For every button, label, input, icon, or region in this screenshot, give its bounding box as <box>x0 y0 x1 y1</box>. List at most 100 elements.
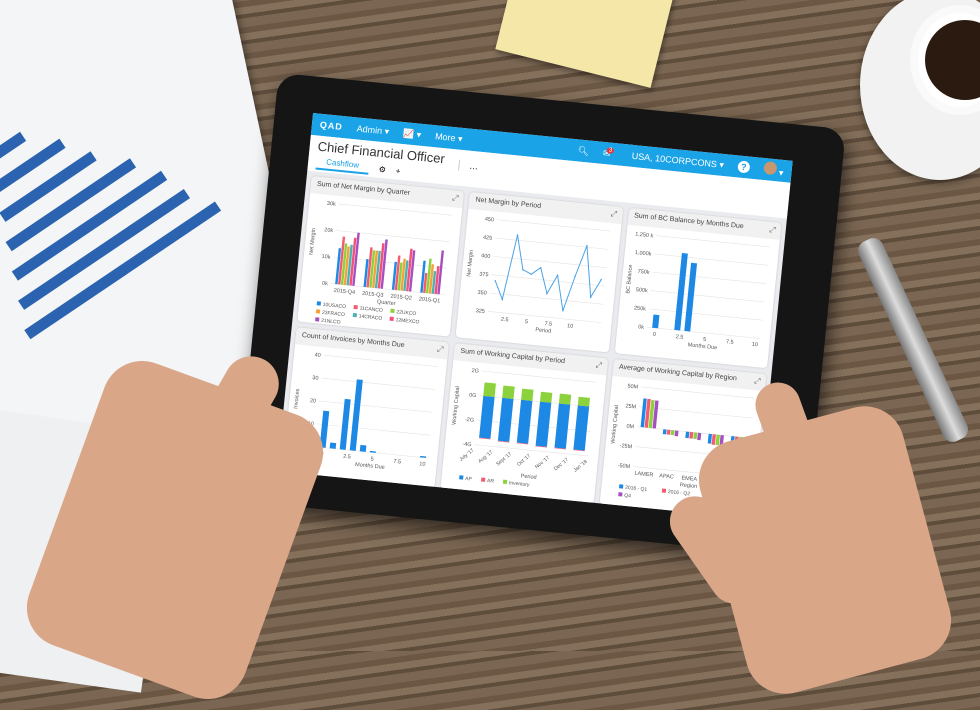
gridline <box>638 406 753 419</box>
widget-panel: Sum of Working Capital by Period ⤢ -4G -2G 0… <box>440 343 608 504</box>
x-tick-label: 10 <box>751 342 758 349</box>
chart-svg: -4G -2G 0G 2G Working Capital July '17 Aug '17… <box>452 368 596 488</box>
chart-svg: 0k 250k 500k 750k 1,000k 1,250 k BC Balance 0 2.… <box>625 232 770 351</box>
gridline <box>338 203 453 216</box>
x-tick-label: 7.5 <box>725 339 733 346</box>
expand-icon[interactable]: ⤢ <box>595 360 603 370</box>
bar <box>377 243 385 289</box>
stacked-bar-segment <box>535 401 552 447</box>
x-tick-label: Dec '17 <box>553 457 570 472</box>
bar <box>394 255 401 291</box>
x-tick-label: 2015-Q2 <box>390 294 412 302</box>
more-actions-button[interactable]: ... <box>458 159 479 173</box>
bar <box>408 250 416 292</box>
x-tick-label: 7.5 <box>393 459 401 466</box>
expand-icon[interactable]: ⤢ <box>753 376 762 386</box>
search-icon[interactable]: 🔍︎ <box>577 144 590 157</box>
legend-swatch <box>316 301 322 306</box>
bar <box>339 398 351 450</box>
x-tick-label: 0 <box>652 332 656 338</box>
sticky-note <box>495 0 675 88</box>
gridline <box>490 292 604 305</box>
x-tick-label: Sept '17 <box>496 451 514 467</box>
user-menu[interactable]: ▾ <box>763 161 785 179</box>
gridline <box>654 253 768 266</box>
line-series <box>495 235 602 311</box>
notifications-icon[interactable]: ✉3 <box>602 146 618 159</box>
help-icon[interactable]: ? <box>737 160 751 174</box>
line-point <box>540 266 542 269</box>
bar <box>369 250 376 288</box>
gridline <box>479 395 594 408</box>
stacked-bar-segment <box>517 442 529 445</box>
y-tick-label: 10k <box>321 254 331 261</box>
legend-label: 21NLCO <box>321 318 341 326</box>
y-axis-label: Working Capital <box>610 405 620 444</box>
bar <box>640 398 647 428</box>
legend-label: 10USACO <box>322 302 346 310</box>
stacked-bar-segment <box>498 440 510 443</box>
x-tick-label: 2015-Q3 <box>362 291 384 299</box>
legend-label: Q4 <box>624 493 631 500</box>
legend-swatch <box>618 484 624 489</box>
y-tick-label: 25M <box>625 403 637 410</box>
bar <box>319 410 330 448</box>
y-tick-label: 0M <box>626 424 635 431</box>
bar <box>670 430 675 436</box>
bar <box>674 430 679 437</box>
y-axis-label: Net Margin <box>467 250 476 277</box>
notification-badge: 3 <box>606 146 615 154</box>
bar <box>662 429 667 435</box>
admin-menu[interactable]: Admin ▾ <box>356 122 390 137</box>
expand-icon[interactable]: ⤢ <box>451 193 460 203</box>
x-axis-label: Months Due <box>355 462 385 471</box>
bar <box>391 261 398 290</box>
stacked-bar-segment <box>573 405 590 451</box>
stacked-bar-segment <box>540 391 553 403</box>
x-tick-label: Aug '17 <box>478 449 495 464</box>
tab-cashflow[interactable]: Cashflow <box>315 156 370 175</box>
y-tick-label: 325 <box>476 308 486 315</box>
charts-menu[interactable]: 📈 ▾ <box>402 127 422 140</box>
x-tick-label: Jan '18 <box>573 459 589 474</box>
gridline <box>640 386 755 399</box>
y-tick-label: -4G <box>462 441 472 448</box>
stacked-bar-segment <box>578 396 591 407</box>
bar <box>349 237 357 286</box>
bar <box>707 433 712 444</box>
y-tick-label: 0G <box>469 393 477 400</box>
bar <box>397 262 403 291</box>
x-tick-label: 5 <box>702 337 706 343</box>
x-tick-label: 5 <box>525 319 529 325</box>
x-tick-label: 5 <box>370 456 374 462</box>
bar <box>692 432 697 440</box>
stacked-bar-segment <box>573 449 586 452</box>
bar <box>696 432 701 441</box>
gridline <box>474 444 589 457</box>
legend-swatch <box>315 309 321 314</box>
user-menu-caret: ▾ <box>778 167 784 178</box>
bar <box>434 266 440 295</box>
gear-icon[interactable]: ⚙ <box>378 164 387 175</box>
line-point <box>557 274 559 277</box>
expand-icon[interactable]: ⤢ <box>768 224 777 235</box>
avatar <box>763 161 778 176</box>
qad-logo[interactable]: QAD <box>319 119 344 132</box>
x-tick-label: EMEA <box>681 475 697 483</box>
legend-swatch <box>315 317 320 322</box>
y-axis-label: Invoices <box>293 388 301 409</box>
expand-icon[interactable]: ⤢ <box>610 209 618 219</box>
gridline <box>497 219 611 232</box>
more-menu[interactable]: More ▾ <box>434 130 464 144</box>
bar <box>666 429 671 435</box>
legend-label: 22UKCO <box>396 309 417 317</box>
add-tab-button[interactable]: + <box>395 166 401 176</box>
bar <box>374 250 381 289</box>
bar <box>711 434 716 445</box>
bar <box>683 262 697 332</box>
y-tick-label: 400 <box>481 253 491 260</box>
x-tick-label: Oct '17 <box>516 453 532 468</box>
expand-icon[interactable]: ⤢ <box>436 344 444 355</box>
x-tick-label: LAMER <box>634 471 653 479</box>
widget-grid: Sum of Net Margin by Quarter ⤢ 0k 10k 20k 30k… <box>277 171 787 520</box>
